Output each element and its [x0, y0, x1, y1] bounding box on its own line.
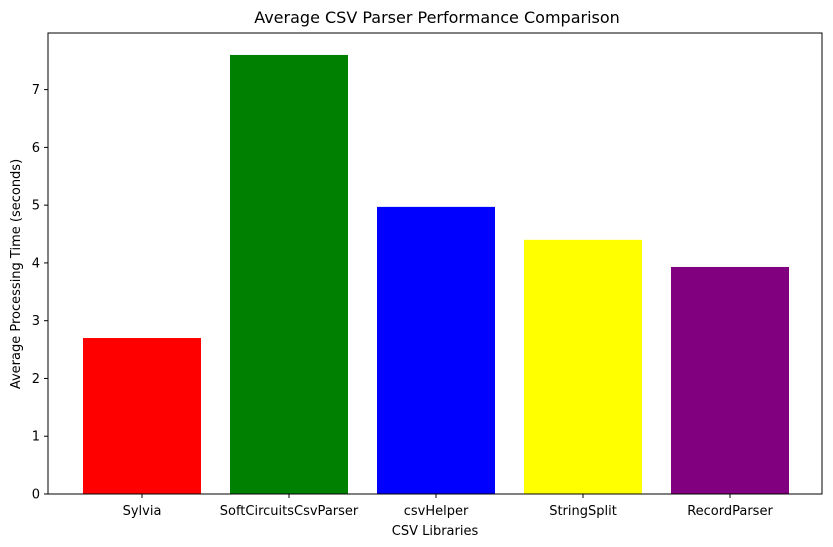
- y-tick-label: 6: [32, 141, 40, 156]
- bar-stringsplit: [524, 239, 642, 494]
- y-tick-label: 3: [32, 314, 40, 329]
- y-axis-label: Average Processing Time (seconds): [9, 159, 24, 389]
- x-axis-label: CSV Libraries: [392, 524, 479, 539]
- bar-sylvia: [83, 338, 201, 494]
- y-tick-label: 1: [32, 430, 40, 445]
- y-tick-label: 2: [32, 372, 40, 387]
- plot-frame: [47, 32, 823, 495]
- bar-softcircuitscsvparser: [230, 54, 348, 494]
- x-tick-label: StringSplit: [549, 504, 617, 519]
- y-tick-label: 5: [32, 199, 40, 214]
- x-axis-ticks: Sylvia SoftCircuitsCsvParser csvHelper Stri…: [123, 494, 773, 519]
- y-axis-ticks: 0 1 2 3 4 5 6 7: [32, 83, 48, 503]
- bar-csvhelper: [377, 206, 495, 494]
- x-tick-label: Sylvia: [123, 504, 162, 519]
- y-tick-label: 4: [32, 256, 40, 271]
- y-tick-label: 0: [32, 488, 40, 503]
- y-tick-label: 7: [32, 83, 40, 98]
- bar-recordparser: [671, 266, 789, 494]
- bars-layer: [83, 54, 789, 494]
- x-tick-label: SoftCircuitsCsvParser: [220, 504, 359, 519]
- x-tick-label: RecordParser: [687, 504, 773, 519]
- chart-title: Average CSV Parser Performance Compariso…: [254, 8, 620, 27]
- x-tick-label: csvHelper: [404, 504, 469, 519]
